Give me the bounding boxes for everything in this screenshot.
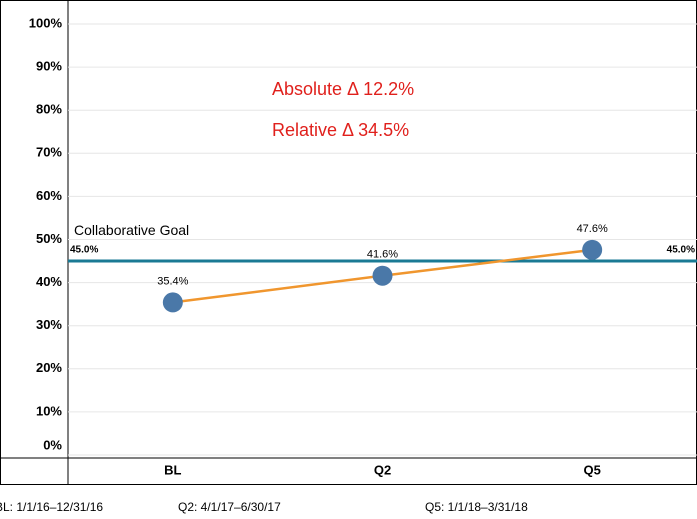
y-tick-label: 40% (36, 274, 62, 289)
marker (162, 292, 183, 313)
y-tick-label: 0% (43, 437, 62, 452)
marker (582, 239, 603, 260)
footnote: Q2: 4/1/17–6/30/17 (178, 500, 281, 514)
goal-label: 45.0% (667, 245, 695, 256)
x-tick-label: Q5 (583, 462, 600, 477)
y-tick-label: 50% (36, 231, 62, 246)
y-tick-label: 80% (36, 102, 62, 117)
data-label: 35.4% (157, 275, 188, 287)
goal-label: 45.0% (70, 245, 98, 256)
goal-name: Collaborative Goal (74, 222, 189, 238)
data-label: 41.6% (367, 249, 398, 261)
y-tick-label: 90% (36, 59, 62, 74)
data-label: 47.6% (577, 223, 608, 235)
y-tick-label: 100% (29, 15, 63, 30)
annotation: Relative Δ 34.5% (272, 120, 409, 140)
y-tick-label: 70% (36, 145, 62, 160)
footnote: BL: 1/1/16–12/31/16 (0, 500, 103, 514)
x-tick-label: Q2 (374, 462, 391, 477)
footnote: Q5: 1/1/18–3/31/18 (425, 500, 528, 514)
x-tick-label: BL (164, 462, 181, 477)
y-tick-label: 20% (36, 360, 62, 375)
y-tick-label: 30% (36, 317, 62, 332)
annotation: Absolute Δ 12.2% (272, 79, 414, 99)
marker (372, 265, 393, 286)
y-tick-label: 10% (36, 403, 62, 418)
y-tick-label: 60% (36, 188, 62, 203)
